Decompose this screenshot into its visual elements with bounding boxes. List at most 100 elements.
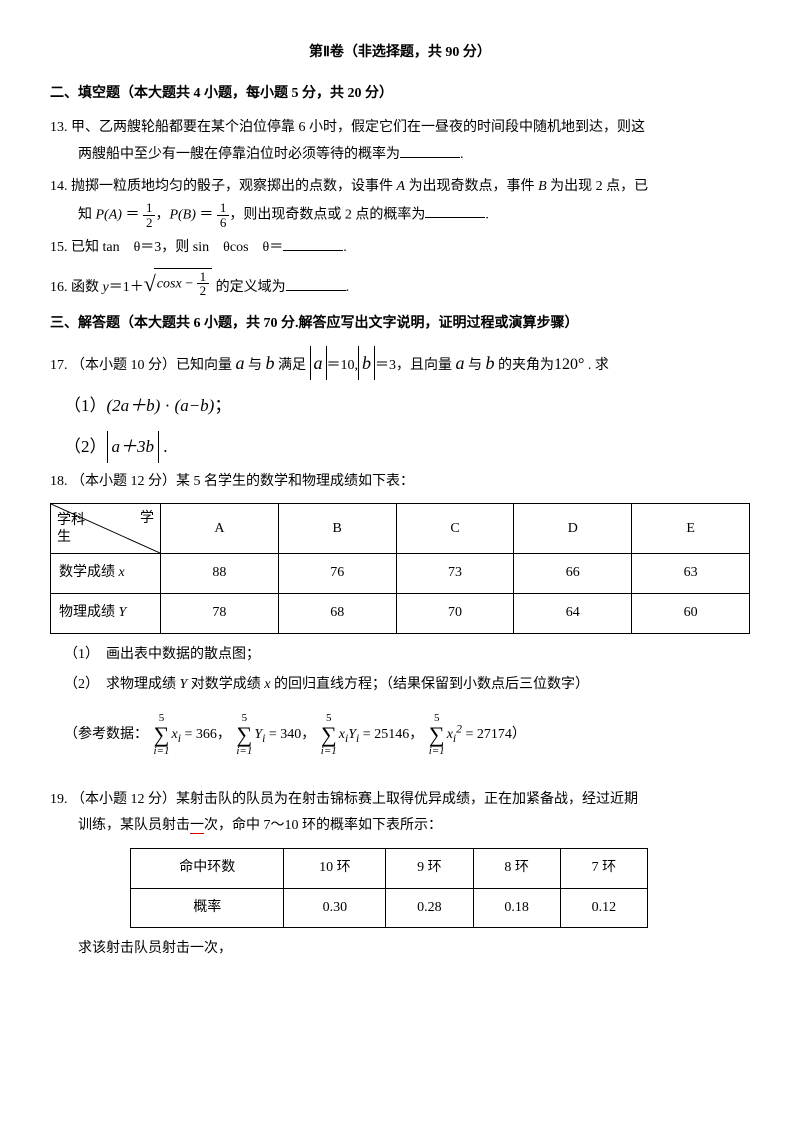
frac-sixth: 16 [217,201,230,229]
vec-a: a [236,353,245,373]
r4: 0.18 [473,888,560,928]
lbl: 物理成绩 [59,605,119,620]
dot: . [343,240,347,255]
question-13: 13. 甲、乙两艘轮船都要在某个泊位停靠 6 小时，假定它们在一昼夜的时间段中随… [50,115,750,168]
p2b: 对数学成绩 [187,677,264,692]
ref-end: ） [512,727,526,742]
semi: ； [214,396,231,415]
v: = 27174 [462,727,512,742]
sep: ， [217,727,231,742]
q15-num: 15. [50,240,68,255]
q18-p1: （1） 画出表中数据的散点图； [50,642,750,669]
q19-num: 19. [50,792,68,807]
PA: P(A) [96,207,122,222]
col-B: B [278,504,396,554]
q16-a: 函数 [71,280,103,295]
question-15: 15. 已知 tan θ＝3，则 sin θcos θ＝. [50,235,750,262]
xi: xi [171,727,180,742]
cosx: cosx [157,276,182,291]
r5: 0.12 [560,888,647,928]
q16-num: 16. [50,280,68,295]
question-19: 19. （本小题 12 分）某射击队的队员为在射击锦标赛上取得优异成绩，正在加紧… [50,787,750,963]
xiYi: xiYi [339,727,360,742]
Y: Y [254,727,262,742]
q17-num: 17. [50,358,68,373]
eq10: ＝10, [327,358,359,373]
table-row: 物理成绩 Y 78 68 70 64 60 [51,594,750,634]
Y: Y [348,727,356,742]
eq: ＝1＋ [109,280,144,295]
eq: ＝ [196,207,217,222]
cell: 66 [514,554,632,594]
col-D: D [514,504,632,554]
cell: 68 [278,594,396,634]
mid: ，且向量 [396,358,456,373]
comma: ， [155,207,169,222]
Yi: Yi [254,727,265,742]
q18-p2: （2） 求物理成绩 Y 对数学成绩 x 的回归直线方程；（结果保留到小数点后三位… [50,672,750,699]
sep: ， [409,727,423,742]
b: i=1 [321,746,337,757]
dot: . [159,437,168,456]
cell: 63 [632,554,750,594]
question-16: 16. 函数 y＝1＋√cosx − 12 的定义域为. [50,268,750,301]
plus: ＋ [129,396,146,415]
blank [400,144,460,158]
h2: 10 环 [284,849,386,889]
h5: 7 环 [560,849,647,889]
dot: . [485,207,489,222]
q14-l2a: 知 [78,207,96,222]
cell: 60 [632,594,750,634]
and: 与 [245,358,266,373]
v: = 366 [181,727,217,742]
eq: ＝ [122,207,143,222]
r3: 0.28 [386,888,473,928]
q14-l1a: 抛掷一粒质地均匀的骰子，观察掷出的点数，设事件 [71,179,397,194]
cell: 88 [161,554,279,594]
frac-half: 12 [143,201,156,229]
b: b [200,396,209,415]
h4: 8 环 [473,849,560,889]
q17-part1: （1）(2a＋b) · (a−b)； [50,390,750,422]
abs-b: b [358,346,375,380]
row-math-lbl: 数学成绩 x [51,554,161,594]
question-14: 14. 抛掷一粒质地均匀的骰子，观察掷出的点数，设事件 A 为出现奇数点，事件 … [50,174,750,229]
cell: 73 [396,554,514,594]
a2: a [456,353,465,373]
q14-l1c: 为出现 2 点，已 [547,179,649,194]
a: a [112,437,121,456]
abs-a: a [310,346,327,380]
PB: P(B) [169,207,195,222]
question-18: 18. （本小题 12 分）某 5 名学生的数学和物理成绩如下表： 学 学科 生… [50,469,750,757]
var-B: B [538,179,547,194]
table-row: 学 学科 生 A B C D E [51,504,750,554]
b: b [146,396,155,415]
and2: 与 [465,358,486,373]
r2: 0.30 [284,888,386,928]
yvar: Y [119,605,127,620]
minus: − [185,276,193,291]
q13-line2: 两艘船中至少有一艘在停靠泊位时必须等待的概率为 [78,147,400,162]
vec-b: b [266,353,275,373]
q17-part2: （2）a＋3b . [50,431,750,463]
scores-table: 学 学科 生 A B C D E 数学成绩 x 88 76 73 66 63 物… [50,503,750,633]
ang: 的夹角为 [495,358,555,373]
den: 2 [143,216,156,230]
b: b [362,353,371,373]
col-E: E [632,504,750,554]
q18-pre: （本小题 12 分）某 5 名学生的数学和物理成绩如下表： [71,474,414,489]
q14-l2b: ，则出现奇数点或 2 点的概率为 [229,207,425,222]
eq3: ＝3 [375,358,396,373]
b: i=1 [429,746,445,757]
diag-header: 学 学科 生 [51,504,161,554]
sum-icon: 5∑i=1 [154,713,170,757]
lbl: 数学成绩 [59,565,119,580]
cell: 78 [161,594,279,634]
blank [425,204,485,218]
blank [283,237,343,251]
var-A: A [397,179,406,194]
minus: − [189,396,200,415]
num: 1 [217,201,230,216]
q16-b: 的定义域为 [212,280,286,295]
sum-icon: 5∑i=1 [321,713,337,757]
